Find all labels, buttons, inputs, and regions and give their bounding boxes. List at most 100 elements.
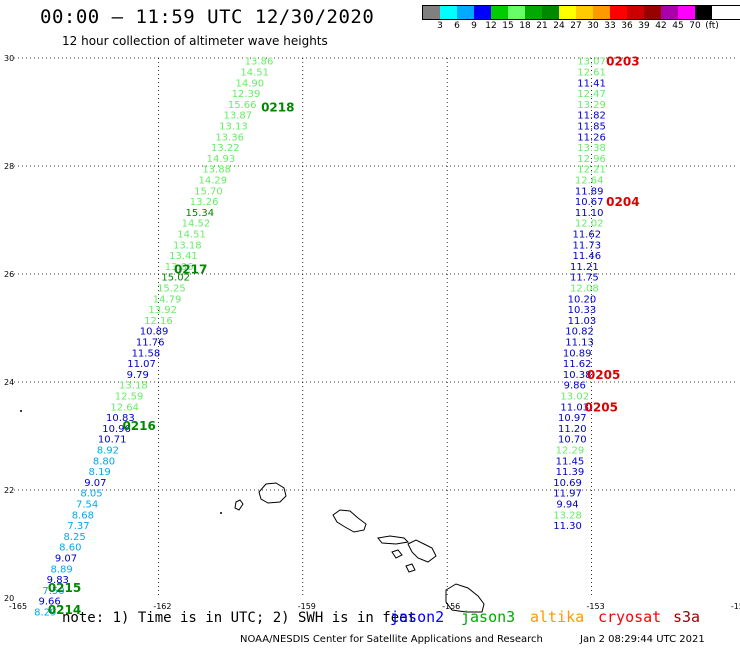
wave-height-reading: 8.80	[93, 456, 115, 467]
wave-height-reading: 9.66	[38, 597, 60, 608]
legend-cryosat: cryosat	[598, 608, 662, 626]
wave-height-reading: 10.89	[140, 327, 169, 338]
wave-height-reading: 11.76	[136, 338, 165, 349]
legend-swatch	[423, 6, 440, 19]
legend-label: 9	[471, 21, 477, 31]
wave-height-reading: 11.39	[556, 467, 585, 478]
wave-height-reading: 11.10	[575, 208, 604, 219]
wave-height-reading: 15.02	[161, 273, 190, 284]
legend-label: 42	[655, 21, 667, 31]
x-tick-label: -156	[442, 602, 460, 611]
hawaiian-islands	[20, 410, 485, 613]
legend-label: 24	[553, 21, 565, 31]
island-molokai	[377, 535, 410, 545]
y-tick-label: 30	[4, 54, 14, 63]
y-tick-label: 28	[4, 162, 14, 171]
wave-height-reading: 12.29	[556, 446, 585, 457]
island-kahoolawe	[405, 563, 416, 573]
map-subtitle: 12 hour collection of altimeter wave hei…	[62, 34, 328, 48]
wave-height-reading: 12.21	[577, 165, 606, 176]
left-track-readings: 13.8614.5114.9012.3915.6613.8713.1313.36…	[34, 57, 273, 619]
pass-time-label: 0204	[606, 195, 639, 209]
wave-height-reading: 11.03	[568, 316, 597, 327]
legend-altika: altika	[530, 608, 585, 626]
wave-height-reading: 8.92	[97, 446, 119, 457]
wave-height-reading: 11.85	[577, 122, 606, 133]
wave-height-reading: 14.79	[153, 294, 182, 305]
wave-height-reading: 13.41	[169, 251, 198, 262]
wave-height-reading: 11.41	[577, 78, 606, 89]
wave-height-reading: 13.28	[553, 510, 582, 521]
island-hawaii	[445, 583, 485, 613]
wave-height-reading: 10.67	[575, 197, 604, 208]
legend-swatch	[491, 6, 508, 19]
x-tick-label: -153	[587, 602, 605, 611]
wave-height-reading: 8.25	[64, 532, 86, 543]
wave-height-reading: 13.88	[202, 165, 231, 176]
pass-time-label: 0218	[261, 101, 294, 115]
legend-swatch	[559, 6, 576, 19]
wave-height-reading: 15.25	[157, 284, 186, 295]
credit-line: NOAA/NESDIS Center for Satellite Applica…	[240, 634, 543, 645]
wave-height-reading: 13.29	[577, 100, 606, 111]
wave-height-reading: 15.66	[228, 100, 257, 111]
y-tick-label: 24	[4, 378, 14, 387]
wave-height-reading: 8.89	[51, 564, 73, 575]
wave-height-reading: 12.59	[115, 392, 144, 403]
pass-time-label: 0214	[48, 603, 81, 617]
island-niihau	[234, 499, 244, 511]
wave-height-reading: 7.37	[67, 521, 89, 532]
wave-height-reading: 11.30	[553, 521, 582, 532]
legend-label: 39	[638, 21, 650, 31]
legend-swatch	[508, 6, 525, 19]
wave-height-reading: 9.07	[84, 478, 106, 489]
legend-s3a: s3a	[673, 608, 701, 626]
wave-height-reading: 9.79	[127, 370, 149, 381]
legend-swatch	[678, 6, 695, 19]
wave-height-reading: 12.47	[577, 89, 606, 100]
island-lanai	[391, 549, 403, 559]
wave-height-reading: 13.87	[223, 111, 252, 122]
x-tick-label: -159	[298, 602, 316, 611]
wave-height-reading: 13.18	[119, 381, 148, 392]
y-tick-label: 22	[4, 486, 14, 495]
wave-height-reading: 9.07	[55, 554, 77, 565]
legend-swatch	[695, 6, 712, 19]
wave-height-reading: 11.45	[556, 456, 585, 467]
legend-label: 45	[672, 21, 684, 31]
x-tick-label: -165	[9, 602, 27, 611]
pass-time-label: 0203	[606, 55, 639, 69]
units-note: note: 1) Time is in UTC; 2) SWH is in fe…	[62, 610, 417, 626]
legend-swatch	[661, 6, 678, 19]
color-legend: 3 6 9 12 15 18 21 24 27 30 33 36 39 42 45 70 (ft)	[422, 5, 740, 34]
wave-height-reading: 8.60	[59, 543, 81, 554]
legend-label: 3	[437, 21, 443, 31]
wave-height-reading: 14.29	[198, 176, 227, 187]
wave-height-reading: 10.96	[102, 424, 131, 435]
x-tick-label: -162	[153, 602, 171, 611]
legend-label: 70	[689, 21, 701, 31]
wave-height-reading: 15.34	[185, 208, 214, 219]
dot-nw-1	[20, 410, 22, 412]
wave-height-reading: 11.75	[570, 273, 599, 284]
axis-labels: -165 -162 -159 -156 -153 -150 20 22 24 26 28 30	[4, 54, 740, 611]
wave-height-reading: 13.18	[173, 240, 202, 251]
legend-label: 12	[485, 21, 497, 31]
wave-height-reading: 11.82	[577, 111, 606, 122]
wave-height-reading: 11.03	[560, 402, 589, 413]
island-oahu	[332, 509, 367, 533]
wave-height-reading: 10.20	[568, 294, 597, 305]
wave-height-reading: 13.26	[190, 197, 219, 208]
pass-time-label: 0205	[587, 368, 620, 382]
wave-height-reading: 13.22	[211, 143, 240, 154]
wave-height-reading: 12.64	[575, 176, 604, 187]
y-tick-label: 26	[4, 270, 14, 279]
legend-swatch	[627, 6, 644, 19]
wave-height-reading: 11.13	[565, 338, 594, 349]
legend-label: 15	[502, 21, 514, 31]
wave-height-reading: 8.05	[80, 489, 102, 500]
legend-swatch	[610, 6, 627, 19]
wave-height-reading: 10.69	[553, 478, 582, 489]
